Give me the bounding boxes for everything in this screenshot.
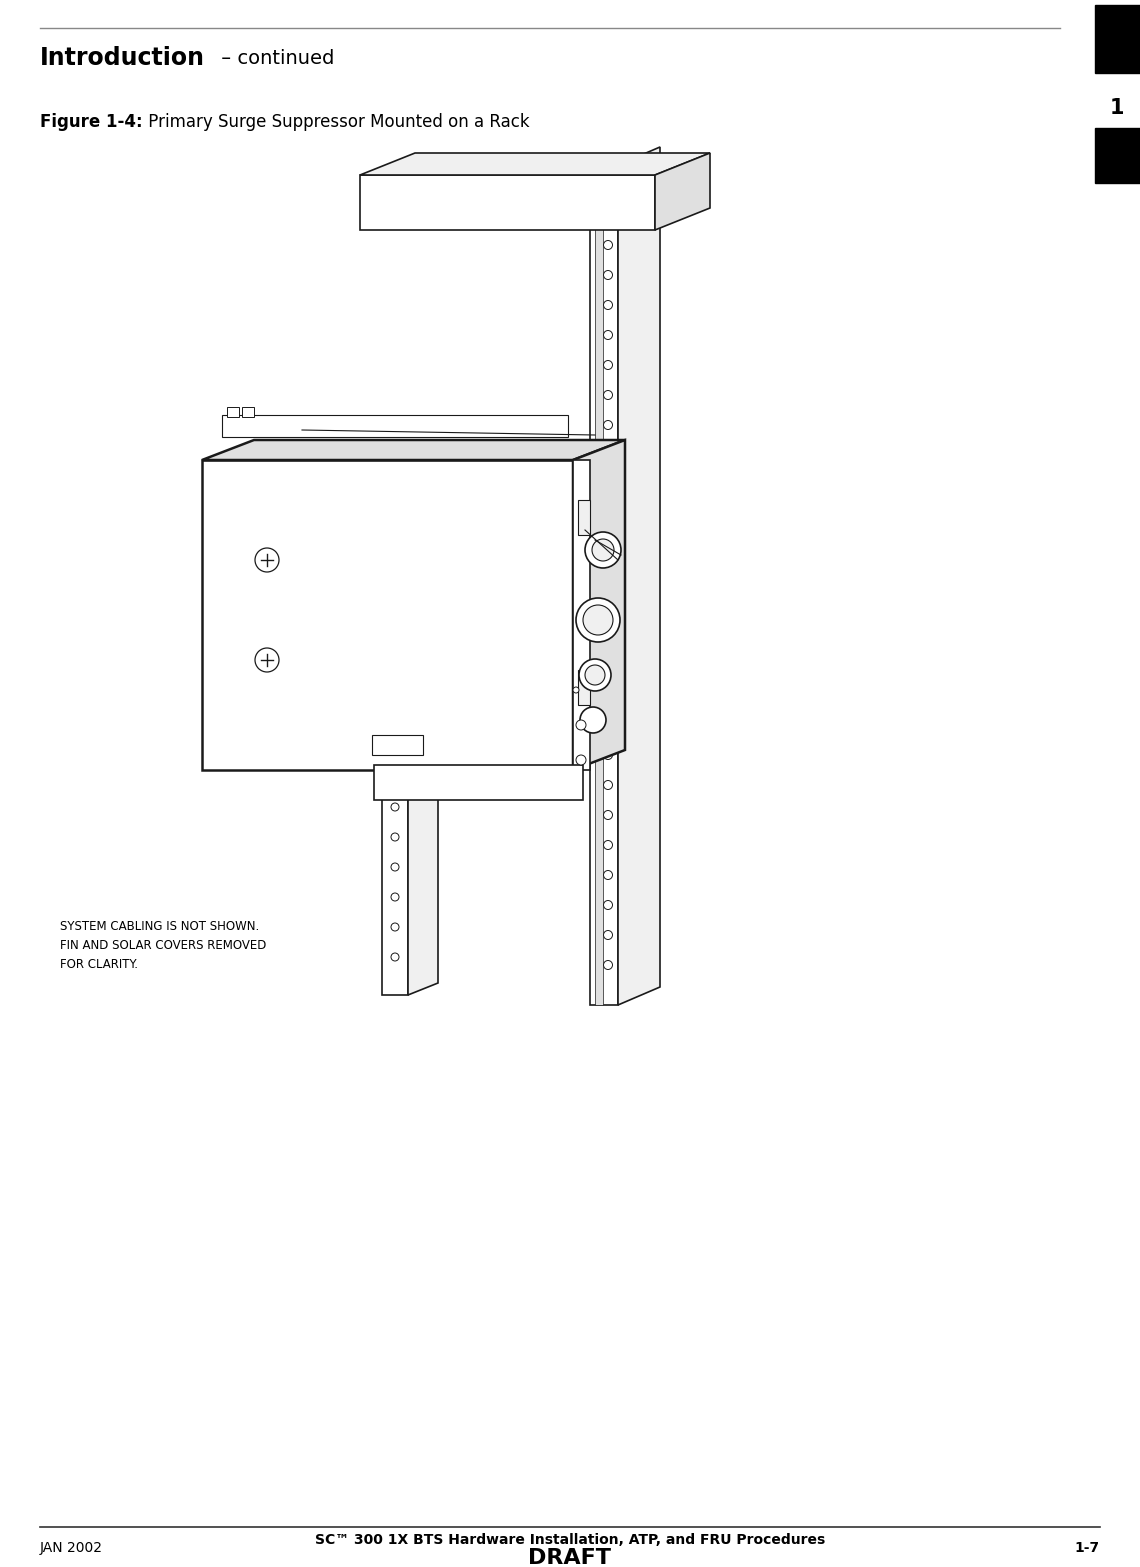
Circle shape [603, 420, 612, 429]
Bar [595, 165, 603, 1004]
Circle shape [603, 691, 612, 699]
Bar [374, 765, 583, 801]
Text: SYSTEM CABLING IS NOT SHOWN.
FIN AND SOLAR COVERS REMOVED
FOR CLARITY.: SYSTEM CABLING IS NOT SHOWN. FIN AND SOL… [60, 920, 267, 972]
Circle shape [603, 751, 612, 760]
Circle shape [583, 605, 613, 635]
Circle shape [580, 707, 606, 733]
Circle shape [573, 686, 579, 693]
Circle shape [603, 780, 612, 790]
Text: DRAFT: DRAFT [529, 1548, 611, 1567]
Bar [242, 407, 254, 417]
Circle shape [592, 539, 614, 561]
Polygon shape [360, 154, 710, 176]
Bar [578, 500, 591, 534]
Circle shape [603, 180, 612, 190]
Circle shape [391, 773, 399, 780]
Circle shape [603, 810, 612, 820]
Bar [1096, 128, 1140, 183]
Circle shape [585, 664, 605, 685]
Circle shape [603, 360, 612, 370]
Bar [591, 165, 618, 1004]
Bar [202, 461, 573, 769]
Circle shape [603, 661, 612, 669]
Circle shape [603, 840, 612, 849]
Polygon shape [202, 440, 625, 461]
Text: Figure 1-4:: Figure 1-4: [40, 113, 142, 132]
Circle shape [391, 863, 399, 871]
Text: 1: 1 [1109, 99, 1124, 118]
Circle shape [603, 871, 612, 879]
Circle shape [603, 570, 612, 580]
Bar [382, 755, 408, 995]
Circle shape [603, 961, 612, 970]
Text: Primary Surge Suppressor Mounted on a Rack: Primary Surge Suppressor Mounted on a Ra… [142, 113, 530, 132]
Polygon shape [408, 743, 438, 995]
Circle shape [603, 450, 612, 459]
Text: 1-7: 1-7 [1075, 1540, 1100, 1554]
Circle shape [603, 271, 612, 279]
Circle shape [576, 599, 620, 642]
Bar [222, 415, 568, 437]
Circle shape [603, 511, 612, 520]
Circle shape [576, 719, 586, 730]
Circle shape [585, 533, 621, 567]
Circle shape [603, 931, 612, 940]
Bar [360, 176, 656, 230]
Bar [1096, 5, 1140, 74]
Circle shape [603, 331, 612, 340]
Text: – continued: – continued [215, 49, 334, 67]
Bar [372, 735, 423, 755]
Bar [573, 461, 591, 769]
Circle shape [576, 755, 586, 765]
Circle shape [391, 953, 399, 961]
Circle shape [391, 834, 399, 841]
Polygon shape [656, 154, 710, 230]
Circle shape [603, 390, 612, 400]
Circle shape [603, 721, 612, 730]
Polygon shape [618, 147, 660, 1004]
Circle shape [603, 301, 612, 310]
Circle shape [391, 802, 399, 812]
Circle shape [603, 600, 612, 610]
Circle shape [391, 893, 399, 901]
Circle shape [603, 481, 612, 489]
Circle shape [603, 901, 612, 909]
Circle shape [603, 541, 612, 550]
Circle shape [255, 548, 279, 572]
Text: Introduction: Introduction [40, 45, 205, 71]
Polygon shape [573, 440, 625, 769]
Circle shape [603, 210, 612, 219]
Bar [227, 407, 239, 417]
Text: JAN 2002: JAN 2002 [40, 1540, 103, 1554]
Bar [578, 671, 591, 705]
Circle shape [603, 240, 612, 249]
Circle shape [603, 630, 612, 639]
Circle shape [391, 923, 399, 931]
Circle shape [579, 660, 611, 691]
Circle shape [255, 649, 279, 672]
Polygon shape [382, 743, 438, 755]
Text: SC™ 300 1X BTS Hardware Installation, ATP, and FRU Procedures: SC™ 300 1X BTS Hardware Installation, AT… [315, 1533, 825, 1547]
